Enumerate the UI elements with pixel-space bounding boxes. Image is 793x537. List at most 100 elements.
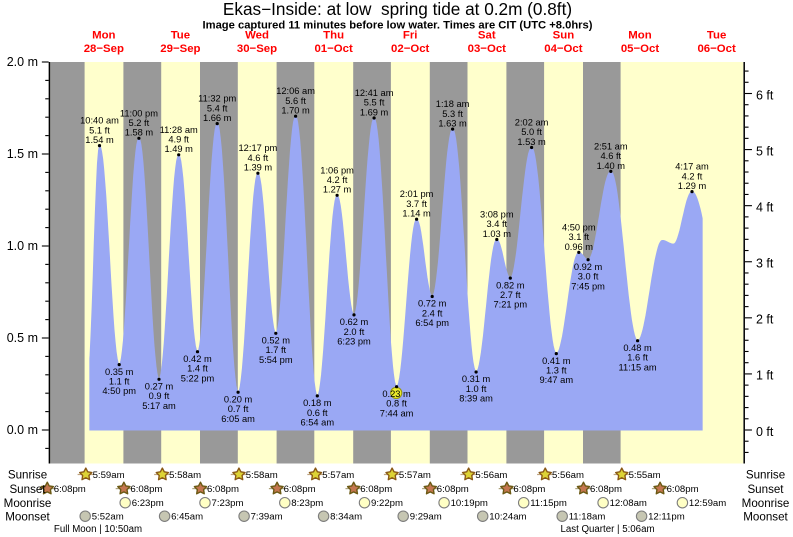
svg-text:1.1 ft: 1.1 ft: [109, 377, 130, 387]
svg-text:8:39 am: 8:39 am: [459, 394, 493, 404]
svg-text:Moonrise: Moonrise: [742, 497, 790, 510]
svg-text:12:06 am: 12:06 am: [276, 86, 315, 96]
svg-text:Sunset: Sunset: [747, 483, 784, 496]
svg-text:1.5 m: 1.5 m: [7, 147, 38, 161]
svg-text:2:02 am: 2:02 am: [515, 118, 549, 128]
svg-text:Sun: Sun: [553, 30, 575, 42]
svg-text:5:59am: 5:59am: [93, 470, 125, 481]
svg-text:2.7 ft: 2.7 ft: [500, 290, 521, 300]
svg-text:0.20 m: 0.20 m: [224, 394, 253, 404]
svg-text:05−Oct: 05−Oct: [621, 43, 660, 55]
svg-text:5.4 ft: 5.4 ft: [207, 103, 228, 113]
svg-text:Sunset: Sunset: [9, 483, 46, 496]
svg-text:10:40 am: 10:40 am: [80, 116, 119, 126]
svg-text:6:08pm: 6:08pm: [130, 484, 162, 495]
svg-text:9:22pm: 9:22pm: [371, 498, 403, 509]
svg-text:5.6 ft: 5.6 ft: [285, 96, 306, 106]
svg-text:01−Oct: 01−Oct: [314, 43, 353, 55]
svg-text:0.42 m: 0.42 m: [183, 354, 212, 364]
svg-text:0.62 m: 0.62 m: [340, 317, 369, 327]
svg-text:12:08am: 12:08am: [610, 498, 647, 509]
svg-text:Last Quarter | 5:06am: Last Quarter | 5:06am: [560, 524, 654, 535]
svg-text:11:28 am: 11:28 am: [160, 125, 198, 135]
svg-text:0.6 ft: 0.6 ft: [307, 408, 328, 418]
svg-text:12:41 am: 12:41 am: [355, 88, 394, 98]
svg-text:0.52 m: 0.52 m: [262, 336, 291, 346]
svg-text:8:34am: 8:34am: [330, 512, 362, 523]
svg-text:1.0 m: 1.0 m: [7, 239, 38, 253]
svg-text:0.72 m: 0.72 m: [418, 299, 447, 309]
svg-text:10:19pm: 10:19pm: [451, 498, 488, 509]
svg-text:5:56am: 5:56am: [552, 470, 584, 481]
svg-text:0.18 m: 0.18 m: [303, 398, 332, 408]
svg-text:0.9 ft: 0.9 ft: [149, 391, 170, 401]
svg-text:1.0 ft: 1.0 ft: [466, 384, 487, 394]
svg-text:04−Oct: 04−Oct: [544, 43, 583, 55]
svg-text:1 ft: 1 ft: [756, 369, 774, 383]
svg-text:1.53 m: 1.53 m: [517, 137, 546, 147]
svg-text:7:44 am: 7:44 am: [380, 408, 414, 418]
svg-text:03−Oct: 03−Oct: [468, 43, 507, 55]
svg-text:0.23 m: 0.23 m: [382, 389, 411, 399]
svg-text:1.29 m: 1.29 m: [678, 181, 707, 191]
svg-text:5:56am: 5:56am: [475, 470, 507, 481]
svg-text:8:23pm: 8:23pm: [291, 498, 323, 509]
svg-text:3.0 ft: 3.0 ft: [578, 272, 599, 282]
svg-text:6:45am: 6:45am: [171, 512, 203, 523]
svg-text:1.4 ft: 1.4 ft: [187, 364, 208, 374]
svg-text:Tue: Tue: [707, 30, 726, 42]
svg-text:2:51 am: 2:51 am: [594, 141, 628, 151]
svg-text:Moonrise: Moonrise: [4, 497, 52, 510]
svg-text:Fri: Fri: [403, 30, 418, 42]
svg-text:4 ft: 4 ft: [756, 201, 774, 215]
svg-text:5:54 pm: 5:54 pm: [259, 355, 293, 365]
svg-text:30−Sep: 30−Sep: [237, 43, 277, 55]
svg-text:6:08pm: 6:08pm: [437, 484, 469, 495]
svg-text:Mon: Mon: [628, 30, 651, 42]
svg-text:Sat: Sat: [478, 30, 496, 42]
svg-text:5:57am: 5:57am: [399, 470, 431, 481]
svg-text:6:08pm: 6:08pm: [284, 484, 316, 495]
svg-text:5:58am: 5:58am: [169, 470, 201, 481]
svg-text:1.7 ft: 1.7 ft: [265, 345, 286, 355]
svg-text:0.7 ft: 0.7 ft: [228, 404, 249, 414]
svg-text:5.1 ft: 5.1 ft: [89, 125, 110, 135]
svg-text:1.58 m: 1.58 m: [125, 128, 154, 138]
svg-text:7:45 pm: 7:45 pm: [571, 281, 605, 291]
svg-text:1.40 m: 1.40 m: [597, 161, 626, 171]
svg-text:1.49 m: 1.49 m: [164, 144, 193, 154]
svg-text:4:50 pm: 4:50 pm: [102, 386, 136, 396]
svg-text:Full Moon | 10:50am: Full Moon | 10:50am: [54, 524, 142, 535]
svg-text:11:15 am: 11:15 am: [619, 362, 657, 372]
svg-text:Mon: Mon: [92, 30, 115, 42]
svg-text:6:08pm: 6:08pm: [54, 484, 86, 495]
svg-text:6 ft: 6 ft: [756, 88, 774, 102]
svg-text:2.0 ft: 2.0 ft: [344, 327, 365, 337]
svg-text:Tue: Tue: [171, 30, 190, 42]
svg-text:2 ft: 2 ft: [756, 313, 774, 327]
svg-text:3.7 ft: 3.7 ft: [406, 199, 427, 209]
svg-text:0.5 m: 0.5 m: [7, 331, 38, 345]
svg-text:7:21 pm: 7:21 pm: [494, 300, 528, 310]
svg-text:Sunrise: Sunrise: [746, 469, 785, 482]
svg-text:6:23pm: 6:23pm: [132, 498, 164, 509]
svg-text:06−Oct: 06−Oct: [697, 43, 736, 55]
svg-text:9:47 am: 9:47 am: [540, 375, 574, 385]
svg-text:3 ft: 3 ft: [756, 257, 774, 271]
svg-text:6:23 pm: 6:23 pm: [337, 337, 371, 347]
svg-text:0.92 m: 0.92 m: [574, 262, 603, 272]
svg-text:5:57am: 5:57am: [322, 470, 354, 481]
svg-text:2.0 m: 2.0 m: [7, 55, 38, 69]
svg-text:11:15pm: 11:15pm: [530, 498, 567, 509]
svg-text:4.6 ft: 4.6 ft: [600, 151, 621, 161]
svg-text:3.1 ft: 3.1 ft: [568, 232, 589, 242]
svg-text:0.0 m: 0.0 m: [7, 423, 38, 437]
svg-text:0.82 m: 0.82 m: [496, 280, 525, 290]
svg-text:4.6 ft: 4.6 ft: [248, 153, 269, 163]
svg-text:0.35 m: 0.35 m: [105, 367, 134, 377]
svg-text:11:32 pm: 11:32 pm: [198, 94, 236, 104]
svg-text:6:08pm: 6:08pm: [360, 484, 392, 495]
svg-text:6:08pm: 6:08pm: [207, 484, 239, 495]
svg-text:11:00 pm: 11:00 pm: [120, 108, 158, 118]
svg-text:11:18am: 11:18am: [569, 512, 606, 523]
